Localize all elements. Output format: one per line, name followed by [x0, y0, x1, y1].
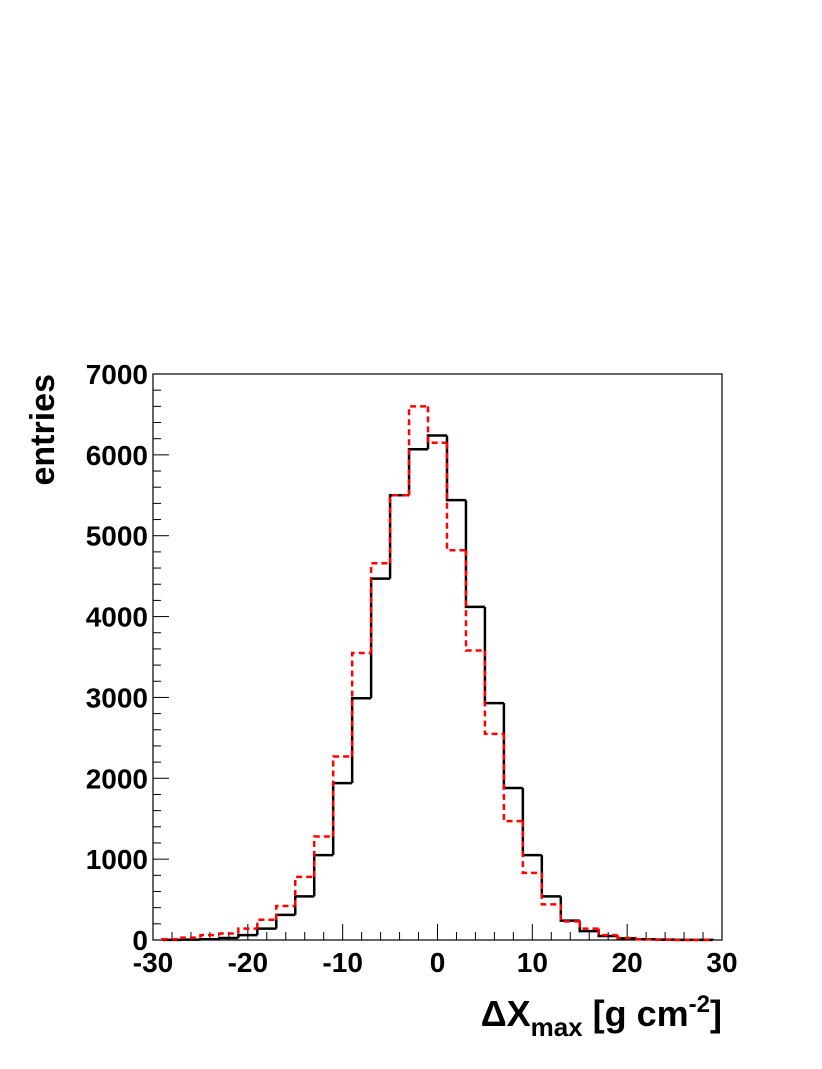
y-tick-label: 7000: [86, 359, 148, 390]
x-tick-label: -20: [228, 947, 268, 978]
x-tick-label: 30: [706, 947, 737, 978]
y-tick-label: 3000: [86, 682, 148, 713]
x-tick-label: 10: [517, 947, 548, 978]
x-label-part: [g cm: [583, 993, 689, 1034]
x-label-part: ΔX: [481, 993, 531, 1034]
y-axis-label: entries: [24, 374, 62, 486]
y-tick-label: 2000: [86, 763, 148, 794]
y-tick-label: 6000: [86, 440, 148, 471]
x-label-sub: max: [531, 1012, 584, 1042]
x-tick-label: -10: [322, 947, 362, 978]
x-label-part: ]: [710, 993, 722, 1034]
y-tick-label: 1000: [86, 844, 148, 875]
y-tick-label: 5000: [86, 521, 148, 552]
histogram-bin: [219, 938, 238, 939]
x-tick-label: 0: [430, 947, 446, 978]
y-tick-label: 4000: [86, 602, 148, 633]
x-tick-label: -30: [133, 947, 173, 978]
x-label-sup: -2: [689, 991, 710, 1018]
x-tick-label: 20: [612, 947, 643, 978]
